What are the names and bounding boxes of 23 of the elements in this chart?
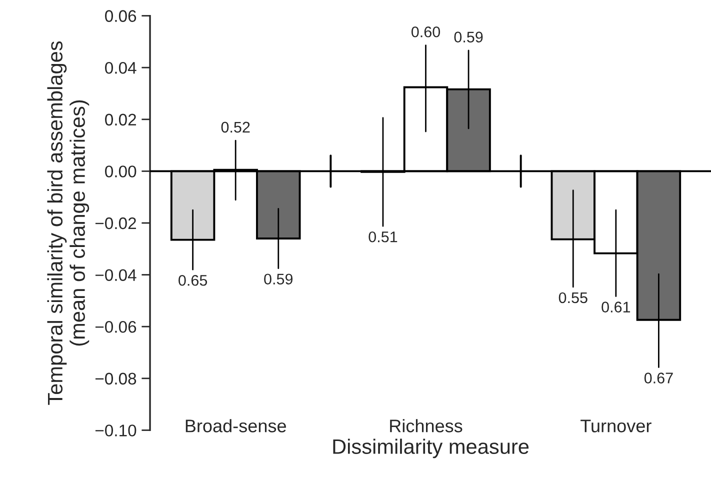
y-tick-label: −0.06 bbox=[95, 320, 136, 333]
y-tick-label: 0.04 bbox=[105, 62, 136, 74]
annotation: 0.55 bbox=[558, 292, 588, 304]
y-tick-label: 0.02 bbox=[105, 114, 136, 126]
y-tick-label: −0.02 bbox=[95, 217, 136, 230]
x-tick-label: Richness bbox=[390, 419, 462, 432]
annotation: 0.60 bbox=[411, 26, 440, 38]
y-tick-label: −0.08 bbox=[95, 372, 136, 385]
y-tick-label: −0.10 bbox=[95, 424, 136, 436]
x-tick-label: Turnover bbox=[580, 420, 652, 432]
y-axis-title: Temporal similarity of bird assemblages (mean of change matrices) bbox=[47, 41, 90, 405]
annotation: 0.67 bbox=[644, 372, 673, 384]
y-tick-label: 0.00 bbox=[105, 166, 136, 178]
annotation: 0.61 bbox=[602, 302, 630, 312]
annotation: 0.51 bbox=[368, 231, 398, 242]
annotation: 0.65 bbox=[178, 274, 208, 286]
x-axis-title: Dissimilarity measure bbox=[333, 438, 529, 458]
annotation: 0.59 bbox=[454, 32, 483, 42]
y-tick-label: −0.04 bbox=[95, 269, 136, 281]
annotation: 0.52 bbox=[221, 122, 250, 133]
x-tick-label: Broad-sense bbox=[186, 419, 286, 432]
annotation: 0.59 bbox=[264, 274, 293, 285]
y-tick-label: 0.06 bbox=[105, 10, 136, 22]
